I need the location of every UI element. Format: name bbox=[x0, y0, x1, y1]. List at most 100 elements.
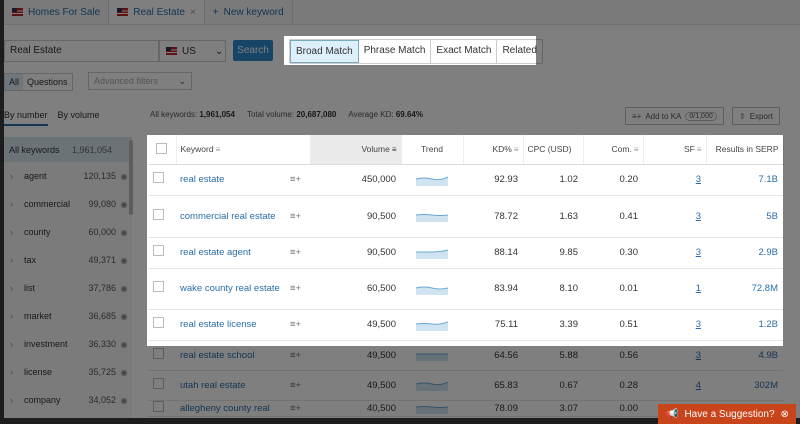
exact-match-button[interactable]: Exact Match bbox=[431, 40, 498, 63]
keyword-cell: wake county real estate bbox=[176, 268, 288, 310]
eye-icon[interactable]: ◉ bbox=[120, 283, 128, 293]
serp-features-link[interactable]: 3 bbox=[695, 319, 701, 330]
row-checkbox[interactable] bbox=[153, 245, 164, 256]
col-cpc[interactable]: CPC (USD) bbox=[523, 135, 584, 165]
trend-cell bbox=[401, 400, 463, 417]
serp-features-link[interactable]: 3 bbox=[695, 247, 701, 258]
keyword-link[interactable]: wake county real estate bbox=[180, 283, 280, 294]
serp-features-link[interactable]: 3 bbox=[695, 210, 701, 222]
col-sf[interactable]: SF ≡ bbox=[643, 135, 707, 165]
broad-match-button[interactable]: Broad Match bbox=[290, 40, 359, 63]
sidebar-item[interactable]: › company 34,052 ◉ bbox=[4, 386, 132, 414]
sf-cell: 3 bbox=[643, 340, 706, 371]
phrase-match-button[interactable]: Phrase Match bbox=[359, 40, 432, 63]
add-to-list-icon[interactable]: ≡+ bbox=[290, 319, 302, 330]
keyword-link[interactable]: real estate school bbox=[180, 349, 255, 361]
label: Average KD: bbox=[348, 110, 394, 119]
group-label: county bbox=[24, 227, 51, 237]
total-volume-stat: Total volume: 20,687,080 bbox=[247, 110, 336, 119]
col-keyword[interactable]: Keyword ≡ bbox=[176, 135, 311, 165]
sidebar-item[interactable]: › county 60,000 ◉ bbox=[4, 218, 132, 246]
row-checkbox-cell bbox=[148, 268, 176, 310]
by-volume-tab[interactable]: By volume bbox=[57, 110, 100, 120]
trend-cell bbox=[401, 268, 463, 310]
sidebar-scrollbar[interactable] bbox=[129, 140, 133, 215]
row-checkbox[interactable] bbox=[153, 347, 164, 359]
row-checkbox[interactable] bbox=[153, 172, 164, 183]
eye-icon[interactable]: ◉ bbox=[120, 395, 128, 405]
all-button[interactable]: All bbox=[5, 74, 24, 90]
sidebar-item[interactable]: › tax 49,371 ◉ bbox=[4, 246, 132, 274]
eye-icon[interactable]: ◉ bbox=[120, 227, 128, 237]
add-to-list-icon[interactable]: ≡+ bbox=[290, 379, 302, 391]
keyword-search-input[interactable]: Real Estate bbox=[4, 40, 159, 62]
row-checkbox[interactable] bbox=[153, 317, 164, 328]
keyword-link[interactable]: real estate agent bbox=[180, 247, 251, 258]
serp-features-link[interactable]: 1 bbox=[695, 283, 701, 294]
col-kd[interactable]: KD% ≡ bbox=[463, 135, 524, 165]
row-checkbox[interactable] bbox=[153, 377, 164, 389]
chevron-right-icon: › bbox=[10, 283, 13, 293]
sidebar-item[interactable]: › commercial 99,080 ◉ bbox=[4, 190, 132, 218]
serp-features-link[interactable]: 3 bbox=[695, 174, 701, 185]
competition-cell: 0.20 bbox=[583, 164, 643, 196]
label: Total volume: bbox=[246, 110, 295, 119]
close-icon[interactable]: × bbox=[189, 6, 196, 18]
add-cell: ≡+ bbox=[288, 195, 310, 238]
add-to-list-icon[interactable]: ≡+ bbox=[290, 210, 302, 222]
search-button[interactable]: Search bbox=[233, 40, 273, 61]
tab-new-keyword[interactable]: + New keyword bbox=[205, 0, 293, 24]
add-cell: ≡+ bbox=[288, 309, 310, 341]
row-checkbox[interactable] bbox=[153, 281, 164, 292]
by-number-tab[interactable]: By number bbox=[4, 110, 48, 126]
tab-real-estate[interactable]: Real Estate × bbox=[109, 0, 205, 24]
sidebar-item[interactable]: › license 35,725 ◉ bbox=[4, 358, 132, 386]
add-to-list-icon[interactable]: ≡+ bbox=[290, 349, 302, 361]
add-to-list-icon[interactable]: ≡+ bbox=[290, 283, 302, 294]
kd-cell: 83.94 bbox=[463, 268, 523, 310]
keyword-link[interactable]: utah real estate bbox=[180, 379, 246, 391]
questions-button[interactable]: Questions bbox=[27, 77, 68, 87]
tab-homes-for-sale[interactable]: Homes For Sale bbox=[4, 0, 110, 24]
select-all-checkbox-cell bbox=[148, 135, 177, 165]
add-to-list-icon[interactable]: ≡+ bbox=[290, 247, 302, 258]
select-all-checkbox[interactable] bbox=[156, 142, 168, 154]
col-volume[interactable]: Volume ≡ bbox=[310, 135, 402, 165]
keyword-link[interactable]: allegheny county real bbox=[180, 402, 270, 414]
suggestion-button[interactable]: 📢 Have a Suggestion? ⊗ bbox=[658, 404, 796, 424]
keyword-link[interactable]: real estate license bbox=[180, 319, 257, 330]
col-com[interactable]: Com. ≡ bbox=[583, 135, 644, 165]
sidebar-item-all-keywords[interactable]: All keywords 1,961,054 bbox=[4, 137, 132, 162]
kd-cell: 64.56 bbox=[463, 340, 523, 371]
eye-icon[interactable]: ◉ bbox=[120, 255, 128, 265]
add-to-list-icon[interactable]: ≡+ bbox=[290, 174, 302, 185]
sidebar-item[interactable]: › agent 120,135 ◉ bbox=[4, 162, 132, 190]
close-icon[interactable]: ⊗ bbox=[780, 408, 789, 420]
serp-features-link[interactable]: 4 bbox=[695, 379, 701, 391]
keyword-link[interactable]: commercial real estate bbox=[180, 210, 276, 222]
trend-sparkline bbox=[416, 176, 448, 186]
sidebar-item[interactable]: › investment 36,330 ◉ bbox=[4, 330, 132, 358]
related-button[interactable]: Related bbox=[502, 45, 537, 56]
chevron-right-icon: › bbox=[10, 227, 13, 237]
eye-icon[interactable]: ◉ bbox=[120, 339, 128, 349]
eye-icon[interactable]: ◉ bbox=[120, 311, 128, 321]
row-checkbox[interactable] bbox=[153, 400, 164, 412]
chevron-right-icon: › bbox=[10, 255, 13, 265]
add-to-list-icon[interactable]: ≡+ bbox=[290, 402, 302, 414]
sidebar-item[interactable]: › list 37,786 ◉ bbox=[4, 274, 132, 302]
add-to-ka-button[interactable]: ≡+ Add to KA 0/1,000 bbox=[625, 107, 724, 125]
serp-features-link[interactable]: 3 bbox=[695, 349, 701, 361]
row-checkbox[interactable] bbox=[153, 208, 164, 220]
col-results[interactable]: Results in SERP bbox=[706, 135, 784, 165]
results-cell: 1.2B bbox=[706, 309, 783, 341]
sidebar-item[interactable]: › market 36,685 ◉ bbox=[4, 302, 132, 330]
keyword-link[interactable]: real estate bbox=[180, 174, 225, 185]
header-label: Com. bbox=[611, 143, 632, 154]
eye-icon[interactable]: ◉ bbox=[120, 367, 128, 377]
trend-sparkline bbox=[416, 214, 448, 222]
trend-cell bbox=[401, 340, 463, 371]
advanced-filters-dropdown[interactable]: Advanced filters ⌄ bbox=[88, 72, 192, 90]
export-button[interactable]: ⇪ Export bbox=[732, 107, 780, 125]
country-select[interactable]: US ⌄ bbox=[159, 40, 226, 62]
